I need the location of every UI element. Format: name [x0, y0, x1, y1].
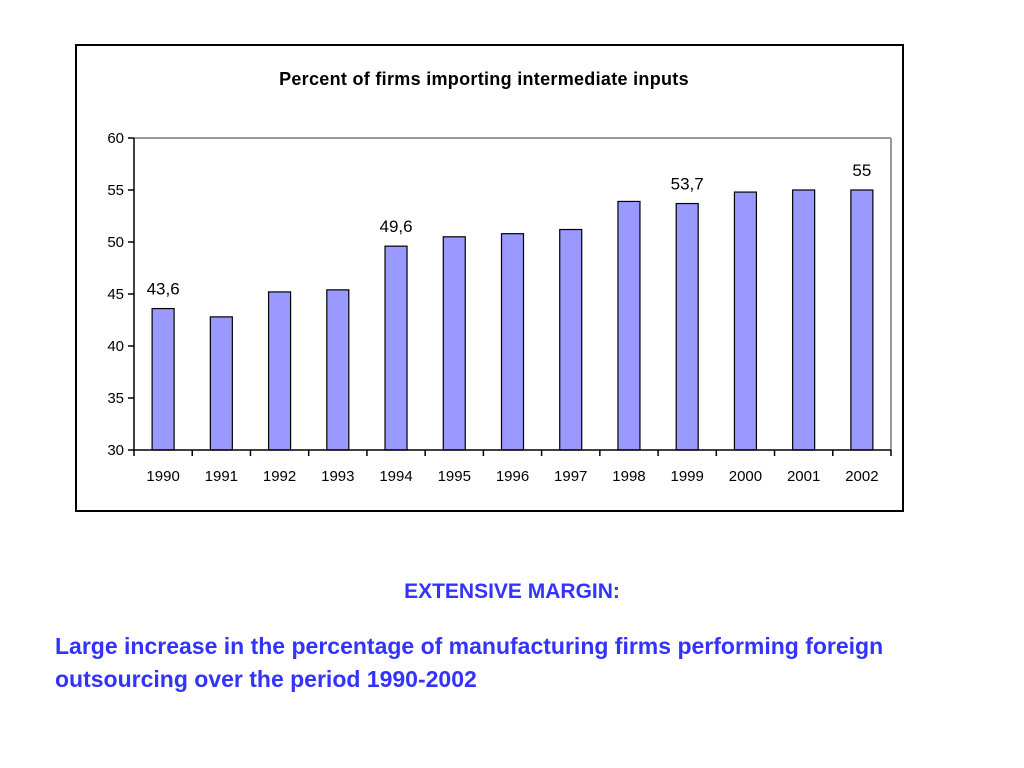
bar-1993 — [326, 289, 350, 451]
x-tick-label-1995: 1995 — [438, 468, 471, 485]
y-tick-label-30: 30 — [107, 442, 124, 459]
x-tick-label-2000: 2000 — [729, 468, 762, 485]
slide-body-text: Large increase in the percentage of manu… — [55, 633, 884, 692]
data-label-1990: 43,6 — [147, 280, 180, 299]
bar-chart: Percent of firms importing intermediate … — [107, 69, 892, 485]
x-tick-label-1996: 1996 — [496, 468, 529, 485]
bar-1991 — [209, 316, 233, 451]
y-tick-label-50: 50 — [107, 234, 124, 251]
bar-1992 — [267, 291, 292, 451]
bar-1994 — [384, 245, 408, 451]
x-tick-label-1993: 1993 — [321, 468, 354, 485]
x-tick-label-1990: 1990 — [146, 468, 179, 485]
slide-heading: EXTENSIVE MARGIN: — [404, 580, 620, 603]
x-tick-label-2001: 2001 — [787, 468, 820, 485]
y-tick-label-55: 55 — [107, 182, 124, 199]
x-tick-label-1991: 1991 — [205, 468, 238, 485]
bar-1997 — [559, 228, 583, 451]
data-label-2002: 55 — [852, 161, 871, 180]
x-tick-label-1998: 1998 — [612, 468, 645, 485]
x-tick-label-1994: 1994 — [379, 468, 412, 485]
bar-2002 — [850, 189, 874, 451]
x-tick-label-1999: 1999 — [671, 468, 704, 485]
x-tick-label-2002: 2002 — [845, 468, 878, 485]
x-tick-label-1992: 1992 — [263, 468, 296, 485]
bar-1999 — [675, 202, 699, 451]
y-tick-label-35: 35 — [107, 390, 124, 407]
chart-frame: Percent of firms importing intermediate … — [75, 44, 904, 512]
data-label-1999: 53,7 — [671, 175, 704, 194]
y-tick-label-60: 60 — [107, 130, 124, 147]
y-tick-label-40: 40 — [107, 338, 124, 355]
y-tick-label-45: 45 — [107, 286, 124, 303]
bar-2001 — [792, 189, 816, 451]
bar-2000 — [733, 191, 758, 451]
x-tick-label-1997: 1997 — [554, 468, 587, 485]
bar-1998 — [617, 200, 641, 451]
bar-1990 — [151, 307, 175, 451]
data-label-1994: 49,6 — [379, 217, 412, 236]
bar-1996 — [500, 233, 525, 451]
chart-title: Percent of firms importing intermediate … — [279, 69, 689, 89]
bar-1995 — [442, 236, 466, 451]
plot-area: 30 35 40 45 50 55 60 1990 1991 1992 1993 1994 1995 19… — [107, 130, 892, 485]
